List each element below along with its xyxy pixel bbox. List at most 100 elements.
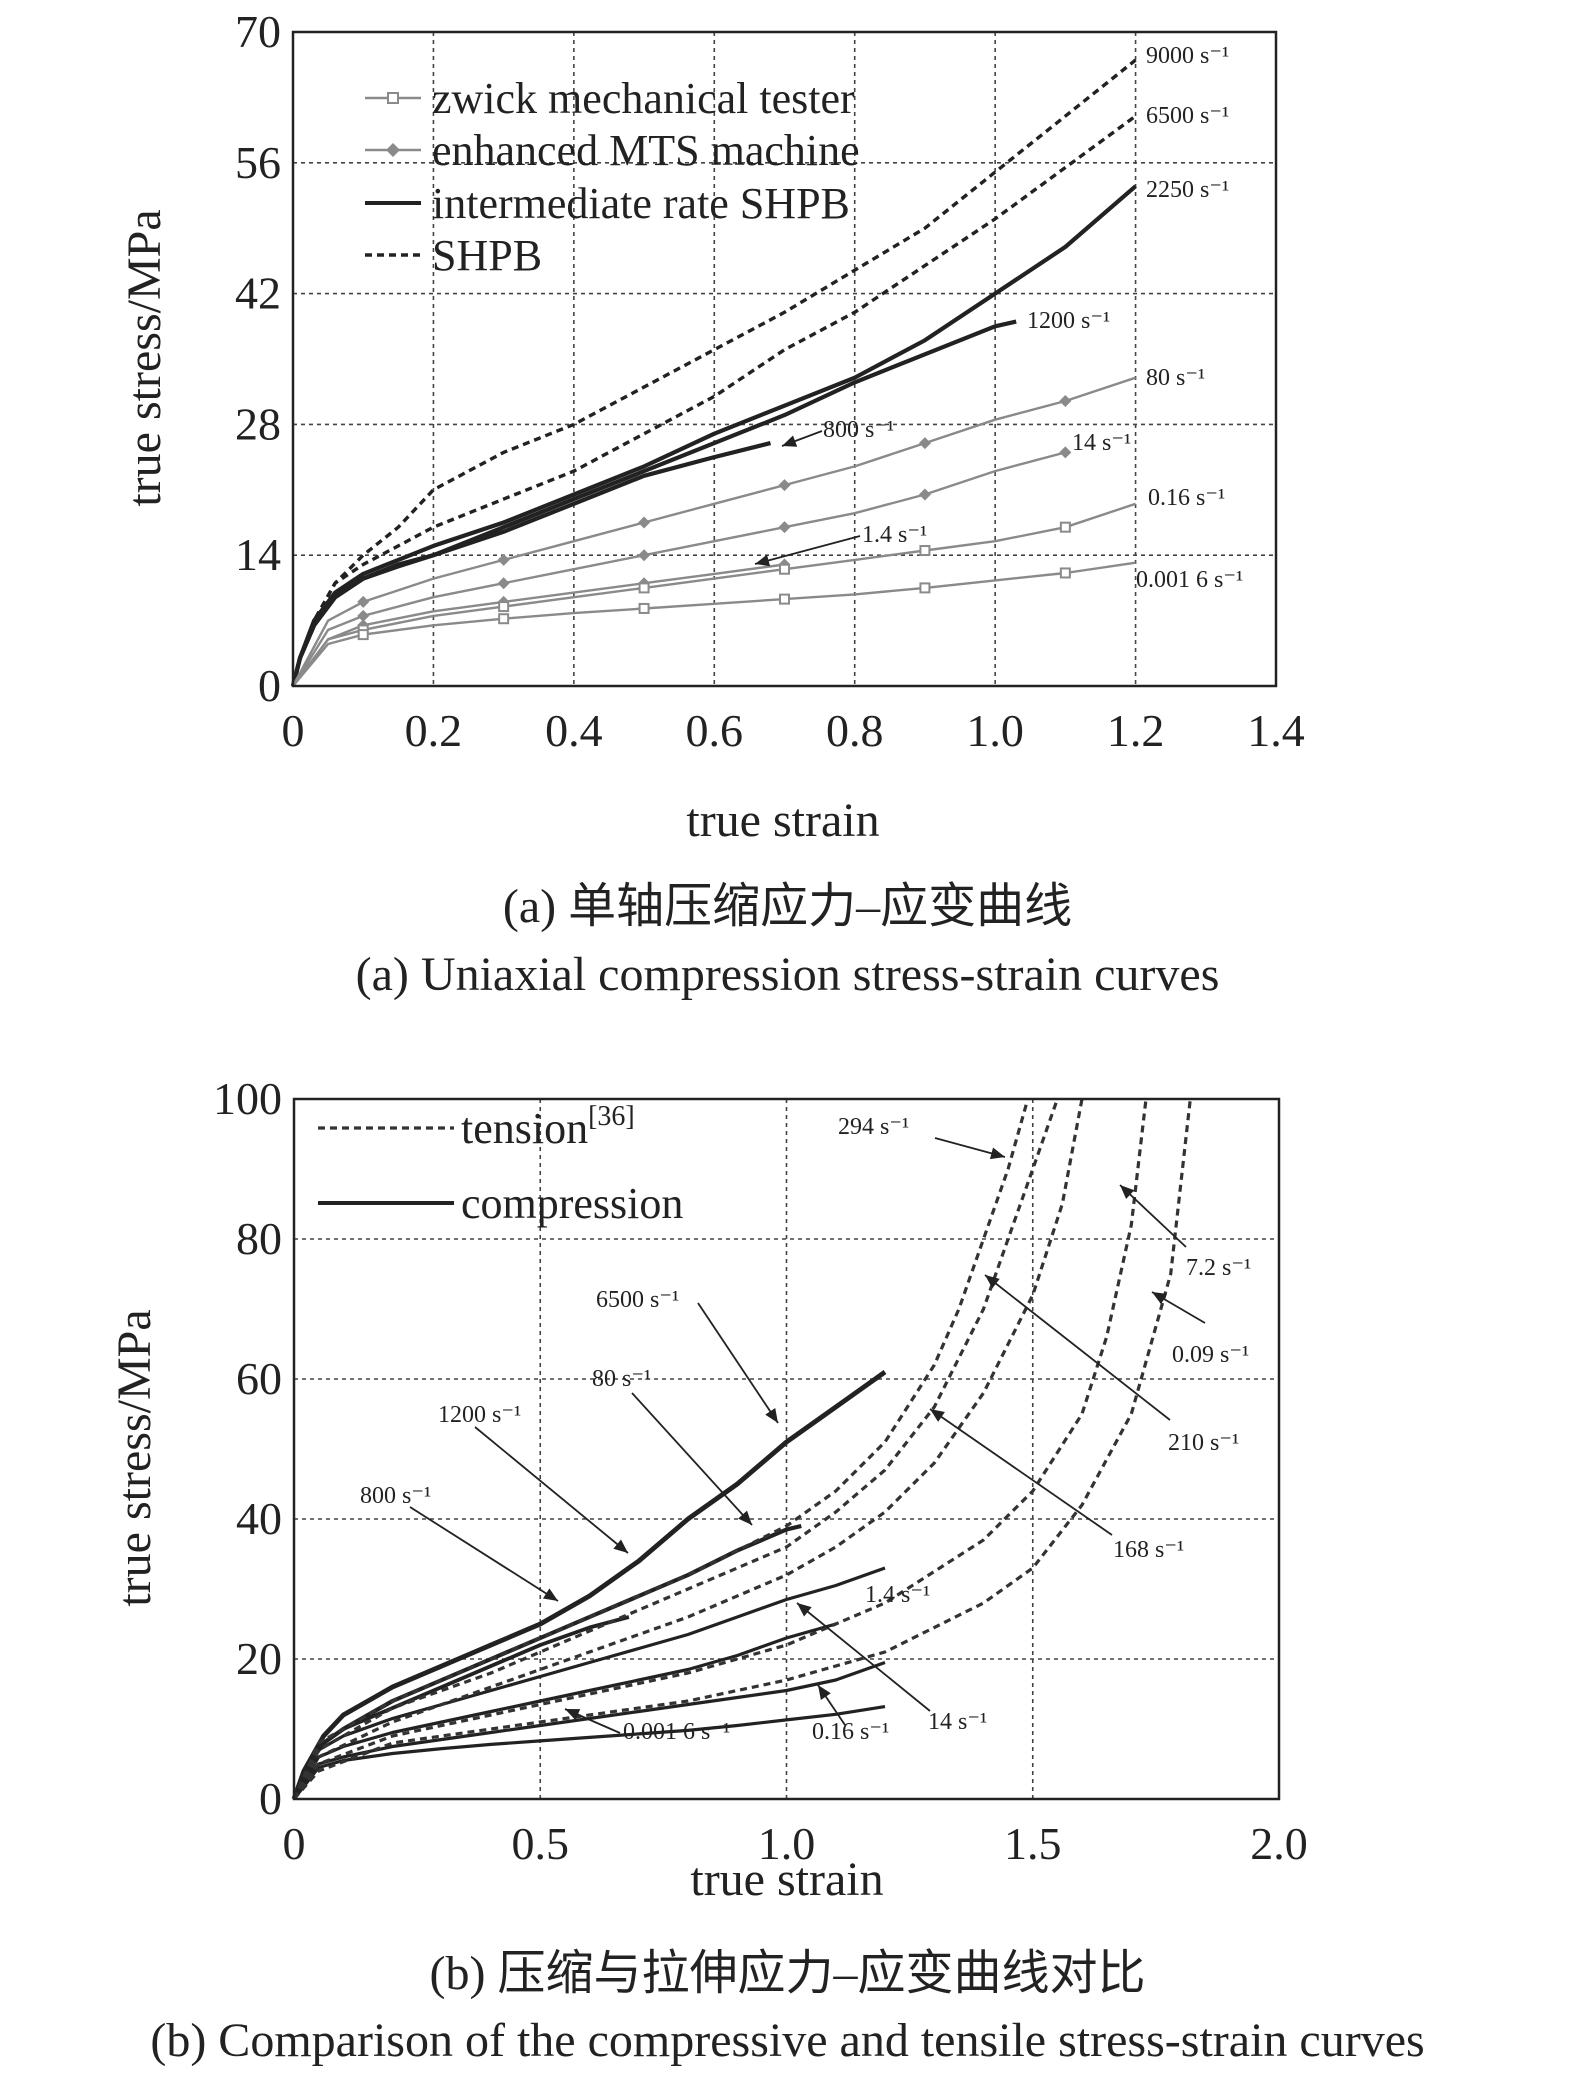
x-tick-label: 0.5 bbox=[512, 1818, 570, 1869]
annotation-label: 7.2 s⁻¹ bbox=[1186, 1255, 1251, 1281]
data-point bbox=[638, 516, 651, 529]
chart-b-plot-frame bbox=[292, 1097, 1281, 1801]
series-line bbox=[292, 1098, 1084, 1800]
annotation-arrow bbox=[631, 1392, 753, 1526]
data-point bbox=[638, 602, 650, 614]
x-tick-label: 1.0 bbox=[966, 705, 1024, 756]
series-line bbox=[292, 561, 1136, 687]
chart-b-y-axis-title: true stress/MPa bbox=[108, 1309, 161, 1606]
chart-a-y-axis-title: true stress/MPa bbox=[118, 209, 171, 506]
x-tick-label: 1.4 bbox=[1247, 705, 1305, 756]
data-point bbox=[498, 613, 510, 625]
chart-b-x-ticks: 0 0.5 1.0 1.5 2.0 bbox=[283, 1818, 1308, 1869]
data-point bbox=[497, 553, 510, 566]
annotation-label: 9000 s⁻¹ bbox=[1146, 43, 1229, 69]
data-point bbox=[357, 595, 370, 608]
legend-superscript: [36] bbox=[588, 1101, 635, 1132]
data-point bbox=[357, 629, 369, 641]
chart-b-legend: tension[36] compression bbox=[318, 1101, 683, 1228]
x-tick-label: 2.0 bbox=[1250, 1818, 1308, 1869]
series-line bbox=[291, 451, 1066, 687]
data-point bbox=[638, 549, 651, 562]
annotation-arrowhead bbox=[1120, 1185, 1135, 1199]
data-point bbox=[778, 479, 791, 492]
series-line bbox=[292, 1098, 1059, 1800]
data-point bbox=[498, 601, 510, 613]
series-line bbox=[291, 376, 1136, 687]
annotation-arrow bbox=[409, 1506, 559, 1602]
annotation-arrowhead bbox=[797, 1603, 812, 1617]
x-tick-label: 0 bbox=[282, 705, 305, 756]
series-line bbox=[292, 1098, 1192, 1801]
annotation-label: 1.4 s⁻¹ bbox=[865, 1582, 930, 1608]
y-tick-label: 28 bbox=[235, 398, 281, 449]
legend-label: compression bbox=[461, 1179, 683, 1228]
annotation-label: 0.001 6 s⁻¹ bbox=[1136, 567, 1243, 593]
x-tick-label: 0.8 bbox=[826, 705, 884, 756]
y-tick-label: 40 bbox=[236, 1493, 282, 1544]
data-point bbox=[1059, 446, 1072, 459]
y-tick-label: 0 bbox=[259, 1773, 282, 1824]
annotation-label: 6500 s⁻¹ bbox=[1146, 103, 1229, 129]
annotation-label: 6500 s⁻¹ bbox=[596, 1287, 679, 1313]
legend-marker bbox=[386, 143, 400, 157]
series-line bbox=[291, 1370, 887, 1800]
series-line bbox=[292, 1660, 886, 1800]
annotation-label: 1.4 s⁻¹ bbox=[862, 522, 927, 548]
y-tick-label: 60 bbox=[236, 1353, 282, 1404]
y-tick-label: 56 bbox=[235, 137, 281, 188]
series-line bbox=[290, 319, 1017, 687]
annotation-label: 14 s⁻¹ bbox=[1072, 430, 1131, 456]
x-tick-label: 0 bbox=[283, 1818, 306, 1869]
chart-a-plot-frame bbox=[291, 30, 1278, 688]
annotation-arrowhead bbox=[755, 554, 771, 567]
annotation-label: 168 s⁻¹ bbox=[1113, 1537, 1184, 1563]
annotation-label: 0.001 6 s⁻¹ bbox=[623, 1719, 730, 1745]
chart-a: 0 0.2 0.4 0.6 0.8 1.0 1.2 1.4 0 14 28 42 56 70 9000 … bbox=[118, 6, 1305, 847]
data-point bbox=[778, 521, 791, 534]
annotation-label: 2250 s⁻¹ bbox=[1146, 177, 1229, 203]
series-line bbox=[290, 184, 1137, 687]
series-line bbox=[292, 1098, 1148, 1800]
annotation-arrowhead bbox=[765, 1408, 778, 1423]
annotation-arrow bbox=[754, 535, 861, 565]
annotation-label: 0.16 s⁻¹ bbox=[812, 1719, 889, 1745]
data-point bbox=[779, 563, 790, 575]
annotation-arrowhead bbox=[818, 1685, 831, 1700]
annotation-arrow bbox=[984, 1274, 1171, 1421]
annotation-arrowhead bbox=[1152, 1292, 1168, 1305]
series-line bbox=[292, 1566, 886, 1800]
x-tick-label: 0.2 bbox=[405, 705, 463, 756]
data-point bbox=[497, 577, 510, 590]
data-point bbox=[1059, 521, 1071, 533]
chart-a-x-ticks: 0 0.2 0.4 0.6 0.8 1.0 1.2 1.4 bbox=[282, 705, 1305, 756]
legend-label: enhanced MTS machine bbox=[432, 126, 860, 175]
data-point bbox=[638, 582, 650, 594]
series-line bbox=[292, 1615, 630, 1800]
x-tick-label: 1.0 bbox=[758, 1818, 816, 1869]
x-tick-label: 0.6 bbox=[686, 705, 744, 756]
series-line bbox=[290, 441, 772, 687]
legend-marker bbox=[387, 92, 399, 104]
y-tick-label: 20 bbox=[236, 1633, 282, 1684]
chart-b-x-axis-title: true strain bbox=[690, 1853, 883, 1906]
x-tick-label: 0.4 bbox=[545, 705, 603, 756]
annotation-arrowhead bbox=[613, 1539, 628, 1553]
chart-a-x-axis-title: true strain bbox=[686, 794, 879, 847]
annotation-label: 80 s⁻¹ bbox=[592, 1366, 651, 1392]
data-point bbox=[919, 582, 931, 594]
chart-a-annotations: 9000 s⁻¹ 6500 s⁻¹ 2250 s⁻¹ 1200 s⁻¹ 80 s⁻¹ 80… bbox=[754, 43, 1243, 593]
chart-b-annotations: 294 s⁻¹ 7.2 s⁻¹ 6500 s⁻¹ 0.09 s⁻¹ 80 s⁻¹ 1200… bbox=[360, 1114, 1251, 1745]
annotation-label: 210 s⁻¹ bbox=[1168, 1430, 1239, 1456]
annotation-arrowhead bbox=[565, 1709, 581, 1721]
data-point bbox=[1059, 395, 1072, 408]
chart-a-series bbox=[290, 58, 1137, 687]
y-tick-label: 80 bbox=[236, 1213, 282, 1264]
annotation-label: 294 s⁻¹ bbox=[838, 1114, 909, 1140]
chart-b: 0 0.5 1.0 1.5 2.0 0 20 40 60 80 100 294 s⁻¹ 7.2 s⁻… bbox=[108, 1073, 1308, 1906]
annotation-arrow bbox=[697, 1302, 779, 1424]
annotation-arrowhead bbox=[738, 1510, 752, 1525]
series-line bbox=[291, 114, 1137, 687]
annotation-arrowhead bbox=[782, 435, 798, 447]
